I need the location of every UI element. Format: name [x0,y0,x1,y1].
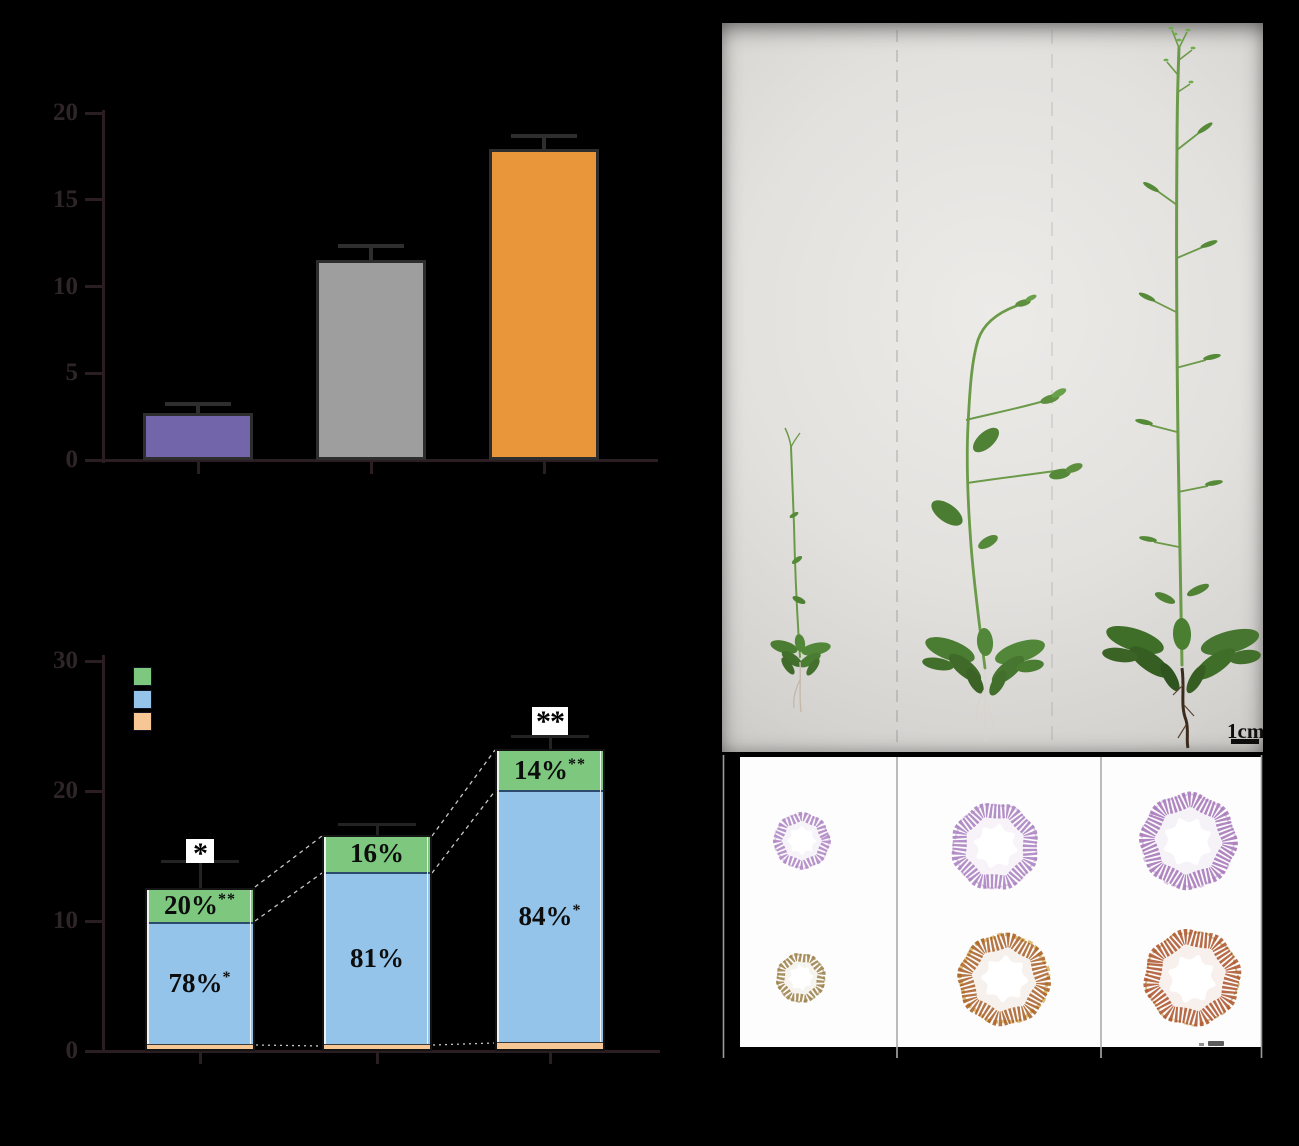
bar-edge-highlight [324,837,326,1045]
chart-c-y-tick-label: 0 [65,1037,79,1064]
blue-segment-label: 78%* [168,968,232,999]
chart-c-bar [145,887,255,1051]
blue-segment-label: 81% [350,943,404,974]
legend-swatch [133,689,152,709]
photo-scale-bar [1231,739,1259,744]
legend-swatch [133,667,152,686]
bar-edge-highlight [147,889,149,1045]
bar-edge-highlight [599,751,601,1042]
chart-a-bar [143,413,253,460]
chart-a-bar [489,149,599,460]
green-segment-label: 16% [350,838,404,869]
significance-box: * [186,839,214,869]
chart-a-error-whisker [542,135,546,150]
blue-segment-label: 84%* [518,900,582,931]
chart-c-bar [322,835,432,1051]
chart-a-y-tick [85,285,102,288]
chart-c-error-whisker [548,736,552,750]
chart-c-y-axis [102,655,105,1052]
chart-c-error-whisker [198,861,202,888]
legend-swatch [133,712,152,731]
chart-c-y-tick-label: 30 [53,647,78,674]
chart-a-error-whisker [196,404,200,414]
chart-c-x-tick [375,1051,379,1064]
chart-c-y-tick [85,789,102,793]
chart-a-y-tick [85,198,102,202]
segment-blue [497,789,603,1042]
chart-c-y-tick [85,1049,102,1053]
photo-scale-label: 1cm [1227,719,1265,743]
chart-a-y-tick [85,111,102,115]
chart-c-bar [495,749,605,1051]
chart-a-y-tick-label: 0 [65,446,79,473]
segment-orange [497,1041,603,1049]
chart-a-y-axis [102,110,105,463]
chart-a-y-tick [85,371,102,375]
chart-c-error-whisker [375,824,379,836]
chart-a-error-whisker [369,245,373,261]
chart-c-y-tick-label: 20 [53,777,78,804]
chart-c-x-tick [548,1051,552,1064]
chart-c-y-tick-label: 10 [53,907,78,934]
chart-a-x-tick [542,460,546,474]
segment-green [324,837,430,872]
chart-c-x-tick [198,1051,202,1064]
segment-orange [147,1044,253,1049]
chart-c-x-axis [102,1050,660,1053]
green-segment-label: 14%** [514,754,586,785]
segment-blue [324,871,430,1045]
bar-edge-highlight [497,751,499,1042]
bar-edge-highlight [426,837,428,1045]
chart-a-bar [316,260,426,460]
chart-a-y-tick [85,458,102,462]
green-segment-label: 20%** [164,889,236,920]
chart-a-y-tick-label: 10 [53,272,78,300]
bar-edge-highlight [249,889,251,1045]
segment-green [497,751,603,790]
segment-orange [324,1044,430,1049]
segment-blue [147,921,253,1045]
chart-a-y-tick-label: 15 [53,185,78,213]
segment-green [147,889,253,922]
chart-a-x-tick [369,460,373,474]
chart-a-x-tick [196,460,200,474]
chart-a-y-tick-label: 5 [65,359,79,387]
chart-a-x-axis [102,459,658,462]
chart-a-y-tick-label: 20 [53,99,78,126]
chart-c-y-tick [85,919,102,923]
chart-c-y-tick [85,659,102,663]
significance-box: ** [532,707,568,737]
